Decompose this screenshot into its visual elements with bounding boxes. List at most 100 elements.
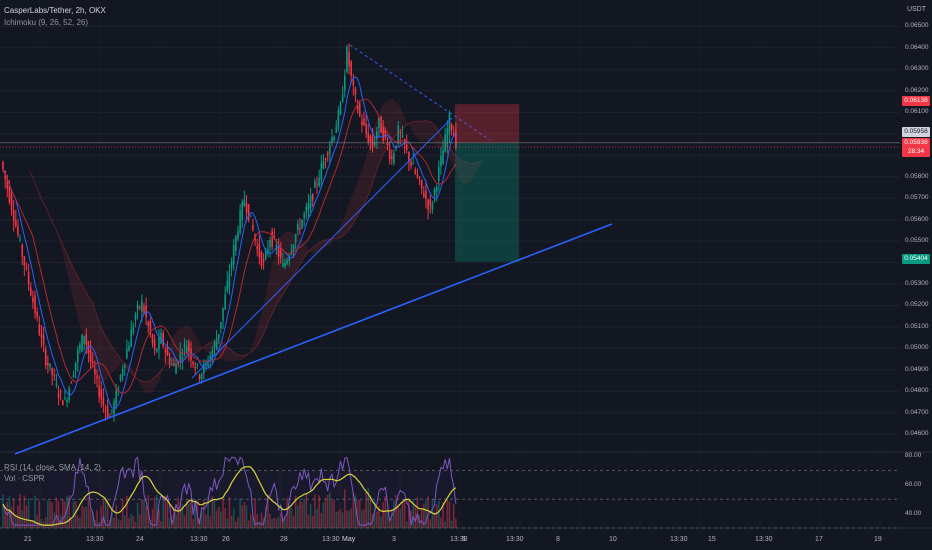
time-tick: 5 xyxy=(462,536,466,543)
candle xyxy=(232,239,235,271)
candle xyxy=(192,360,194,369)
volume-bar xyxy=(168,517,171,528)
volume-bar xyxy=(175,514,177,528)
candle xyxy=(420,179,423,195)
volume-bar xyxy=(179,502,182,528)
candle xyxy=(299,218,301,235)
volume-bar xyxy=(153,496,156,528)
price-tick: 0.04900 xyxy=(905,365,929,373)
candle xyxy=(427,198,429,220)
rsi-legend[interactable]: RSI (14, close, SMA, 14, 2) xyxy=(4,463,101,472)
volume-bar xyxy=(34,495,36,528)
time-tick: 13:30 xyxy=(755,536,773,543)
price-tick: 0.06100 xyxy=(905,108,929,116)
volume-bar xyxy=(4,511,6,528)
candle xyxy=(130,320,132,348)
volume-bar xyxy=(273,517,276,528)
volume-bar xyxy=(416,497,419,528)
volume-legend[interactable]: Vol · CSPR xyxy=(4,474,45,483)
volume-bar xyxy=(305,494,308,528)
candle xyxy=(160,328,162,345)
time-tick: 13:30 xyxy=(86,536,104,543)
candle xyxy=(10,188,13,216)
volume-bar xyxy=(74,501,77,528)
volume-bar xyxy=(388,519,391,528)
countdown-label: 28:34 xyxy=(902,147,930,157)
candle xyxy=(228,264,231,295)
price-tick: 0.06300 xyxy=(905,65,929,73)
volume-bar xyxy=(431,499,434,528)
ichimoku-legend[interactable]: Ichimoku (9, 26, 52, 26) xyxy=(4,18,89,27)
volume-bar xyxy=(232,508,235,528)
volume-bar xyxy=(143,499,145,528)
candle xyxy=(59,388,62,401)
volume-bar xyxy=(331,500,333,528)
volume-bar xyxy=(106,499,109,528)
kijun-line xyxy=(2,98,457,394)
candle xyxy=(414,167,417,175)
volume-bar xyxy=(141,499,143,528)
time-tick: 17 xyxy=(815,536,823,543)
candle xyxy=(339,100,342,116)
candle xyxy=(72,370,75,379)
rsi-tick: 80.00 xyxy=(905,452,922,459)
candle xyxy=(38,316,41,337)
volume-bar xyxy=(91,511,94,528)
volume-bar xyxy=(324,498,327,528)
grid xyxy=(0,25,932,529)
volume-bar xyxy=(410,510,412,528)
candle xyxy=(64,388,66,401)
candle xyxy=(241,199,244,228)
candle xyxy=(215,330,218,350)
volume-bar xyxy=(358,499,361,528)
volume-bar xyxy=(390,508,393,528)
volume-bar xyxy=(47,500,49,528)
volume-bar xyxy=(194,500,197,528)
volume-bar xyxy=(215,510,218,528)
volume-bar xyxy=(303,498,305,528)
volume-bar xyxy=(192,518,194,528)
candle xyxy=(27,263,30,291)
volume-bar xyxy=(247,520,250,528)
volume-bar xyxy=(267,494,269,528)
candle xyxy=(177,360,179,368)
volume-bar xyxy=(440,517,442,528)
currency-label[interactable]: USDT xyxy=(906,6,926,13)
candle xyxy=(121,364,124,382)
candle xyxy=(156,348,158,353)
volume-bar xyxy=(403,499,406,528)
candle xyxy=(126,339,128,360)
candle xyxy=(373,137,376,147)
volume-bar xyxy=(85,506,88,528)
candle xyxy=(322,153,325,170)
volume-bar xyxy=(62,499,64,528)
candle xyxy=(288,253,291,267)
symbol-title[interactable]: CasperLabs/Tether, 2h, OKX xyxy=(4,6,106,15)
volume-bar xyxy=(76,515,79,528)
volume-bar xyxy=(237,517,239,528)
candle xyxy=(333,135,335,142)
volume-bar xyxy=(23,495,26,528)
volume-bar xyxy=(117,519,120,528)
volume-bar xyxy=(190,501,192,528)
candle xyxy=(429,194,432,214)
candle xyxy=(440,147,442,175)
volume-bar xyxy=(412,499,414,528)
price-tick: 0.05600 xyxy=(905,215,929,223)
volume-bar xyxy=(341,512,344,528)
tenkan-line xyxy=(2,76,457,409)
candle xyxy=(36,307,38,322)
volume-bar xyxy=(213,500,216,528)
volume-bar xyxy=(162,498,165,528)
candle xyxy=(433,187,436,203)
volume-bar xyxy=(119,520,122,528)
candle xyxy=(369,134,372,151)
volume-bar xyxy=(123,515,126,528)
candle xyxy=(247,203,250,223)
last-price-label: 0.05938 xyxy=(902,138,930,148)
candle xyxy=(390,149,393,165)
candle xyxy=(198,373,201,383)
volume-bar xyxy=(158,509,160,528)
volume-bar xyxy=(66,496,68,528)
